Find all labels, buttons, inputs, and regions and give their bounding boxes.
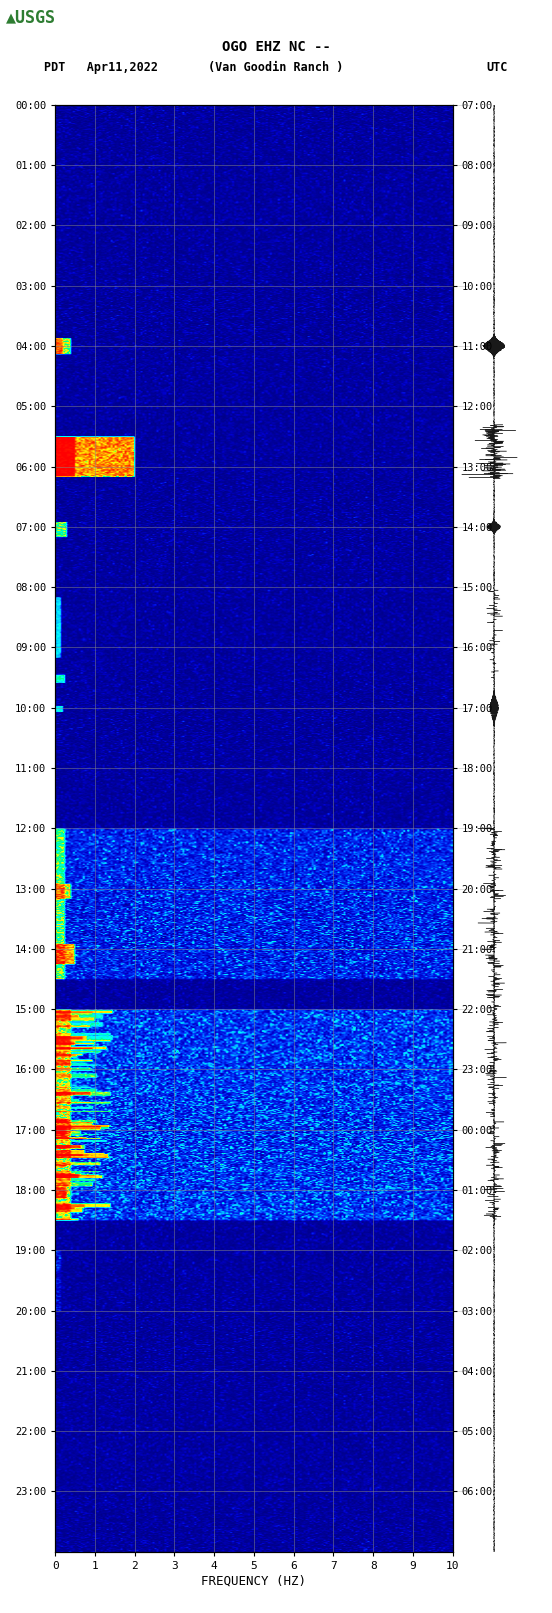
Text: (Van Goodin Ranch ): (Van Goodin Ranch ) [208,61,344,74]
Text: PDT   Apr11,2022: PDT Apr11,2022 [44,61,158,74]
Text: OGO EHZ NC --: OGO EHZ NC -- [221,40,331,55]
X-axis label: FREQUENCY (HZ): FREQUENCY (HZ) [201,1574,306,1587]
Text: ▲USGS: ▲USGS [6,8,56,26]
Text: UTC: UTC [486,61,508,74]
